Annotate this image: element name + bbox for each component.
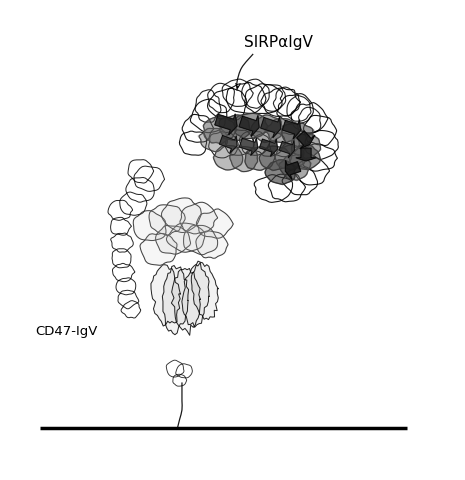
Polygon shape — [155, 225, 191, 254]
Polygon shape — [219, 115, 251, 141]
Polygon shape — [196, 231, 228, 259]
Polygon shape — [279, 141, 294, 158]
Polygon shape — [259, 139, 278, 156]
Polygon shape — [149, 204, 186, 236]
Polygon shape — [196, 208, 233, 239]
Polygon shape — [290, 145, 320, 169]
Polygon shape — [179, 202, 218, 234]
Polygon shape — [291, 133, 321, 159]
Polygon shape — [281, 123, 314, 148]
Polygon shape — [297, 131, 315, 149]
Polygon shape — [286, 160, 301, 180]
Polygon shape — [140, 233, 178, 265]
Polygon shape — [239, 138, 258, 156]
Polygon shape — [234, 113, 268, 139]
Polygon shape — [296, 148, 316, 161]
Polygon shape — [191, 261, 218, 320]
Polygon shape — [151, 265, 180, 326]
Polygon shape — [282, 120, 300, 139]
Polygon shape — [219, 135, 237, 153]
Polygon shape — [203, 116, 237, 144]
Polygon shape — [182, 263, 209, 327]
Polygon shape — [265, 160, 295, 185]
Text: CD47-IgV: CD47-IgV — [35, 325, 97, 338]
Polygon shape — [213, 145, 243, 170]
Polygon shape — [215, 114, 237, 135]
Polygon shape — [275, 145, 306, 170]
Polygon shape — [133, 211, 166, 241]
Polygon shape — [261, 117, 281, 138]
Polygon shape — [250, 115, 284, 143]
Polygon shape — [279, 154, 312, 180]
Polygon shape — [184, 225, 218, 255]
Polygon shape — [239, 116, 259, 136]
Polygon shape — [259, 146, 291, 171]
Polygon shape — [265, 119, 299, 144]
Text: SIRPαIgV: SIRPαIgV — [244, 35, 313, 50]
Polygon shape — [230, 146, 258, 172]
Polygon shape — [245, 146, 275, 170]
Polygon shape — [161, 198, 201, 233]
Polygon shape — [172, 268, 200, 336]
Polygon shape — [198, 128, 227, 152]
Polygon shape — [162, 265, 189, 335]
Polygon shape — [166, 223, 205, 252]
